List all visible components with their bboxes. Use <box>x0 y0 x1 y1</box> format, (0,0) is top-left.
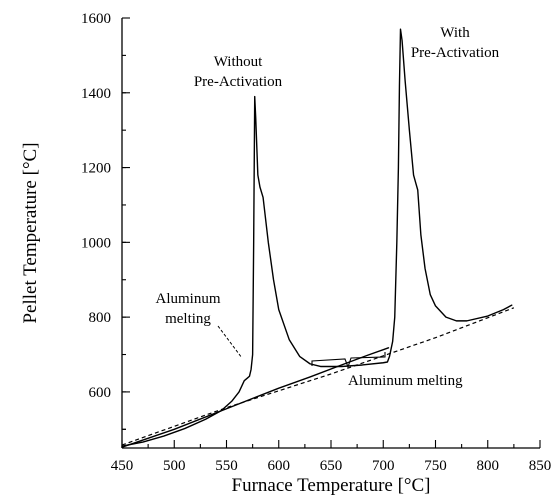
x-tick-label: 700 <box>372 458 395 474</box>
annotation-al-melting-2: Aluminum melting <box>348 373 463 389</box>
annotations: Without Pre-Activation With Pre-Activati… <box>155 25 499 389</box>
annotation-al-melting-2-brace <box>311 352 386 369</box>
series-layer <box>121 28 515 448</box>
annotation-without-line1: Without <box>214 54 263 70</box>
series-line-1 <box>121 28 513 447</box>
y-tick-label: 600 <box>89 385 112 401</box>
y-tick-label: 1200 <box>81 161 111 177</box>
x-tick-label: 750 <box>424 458 447 474</box>
annotation-with-line1: With <box>440 25 470 41</box>
x-tick-label: 650 <box>320 458 343 474</box>
series-line-2 <box>121 347 390 448</box>
axes <box>121 18 540 449</box>
x-tick-label: 800 <box>477 458 500 474</box>
x-tick-label: 550 <box>215 458 238 474</box>
y-tick-label: 1600 <box>81 11 111 27</box>
annotation-al-melting-1-line1: Aluminum <box>155 291 220 307</box>
annotation-al-melting-1-line2: melting <box>165 311 211 327</box>
x-tick-label: 850 <box>529 458 551 474</box>
y-axis-label: Pellet Temperature [°C] <box>20 142 41 323</box>
x-axis-label: Furnace Temperature [°C] <box>232 475 431 496</box>
annotation-without-line2: Pre-Activation <box>194 74 283 90</box>
x-tick-label: 500 <box>163 458 186 474</box>
y-tick-label: 800 <box>89 310 112 326</box>
x-tick-label: 450 <box>111 458 134 474</box>
annotation-with-line2: Pre-Activation <box>411 45 500 61</box>
y-ticks: 600 800 1000 1200 1400 1600 <box>81 11 130 430</box>
annotation-al-melting-1-pointer <box>217 325 243 359</box>
x-ticks: 450 500 550 600 650 700 750 800 850 <box>111 440 551 474</box>
x-tick-label: 600 <box>268 458 291 474</box>
series-dashed-line <box>121 307 515 446</box>
y-tick-label: 1000 <box>81 235 111 251</box>
y-tick-label: 1400 <box>81 86 111 102</box>
